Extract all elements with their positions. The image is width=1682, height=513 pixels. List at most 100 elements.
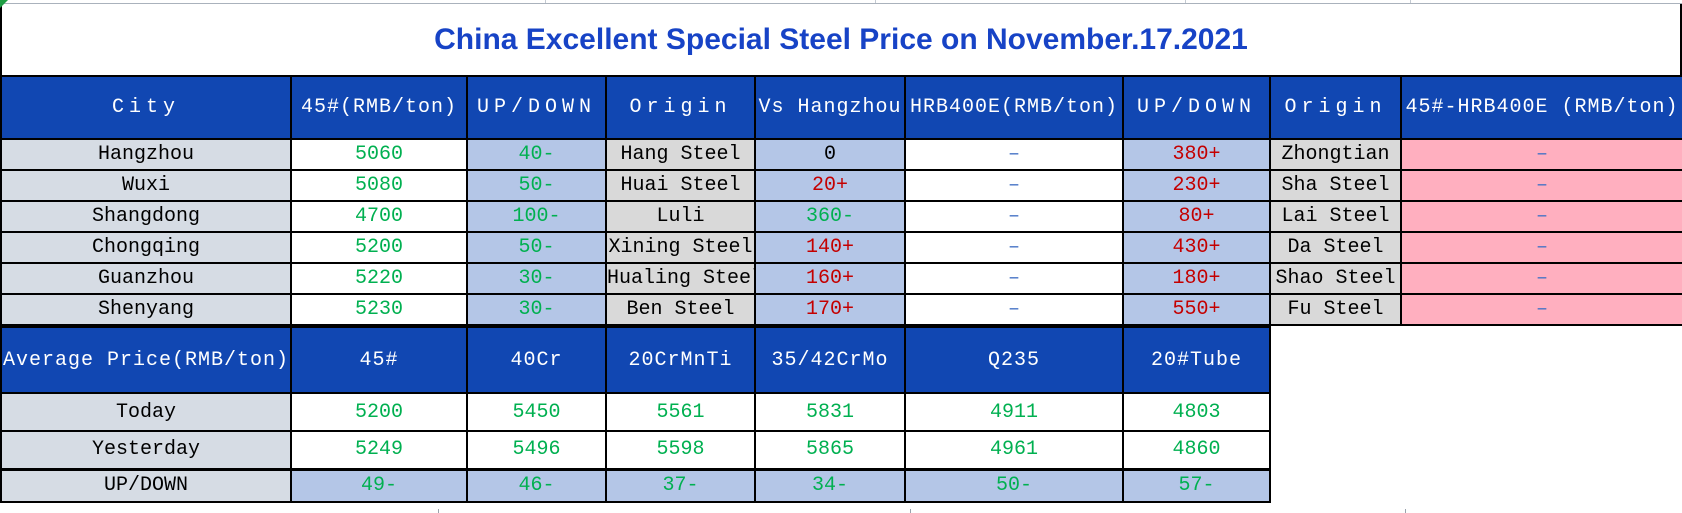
hrb400e-price-cell[interactable]: – [904,293,1124,326]
origin-hrb-cell[interactable]: Lai Steel [1269,200,1402,233]
avg-updown-cell[interactable]: 49- [290,467,468,503]
avg-price-cell[interactable]: 5496 [466,430,607,470]
city-cell[interactable]: Wuxi [0,169,292,202]
row-label-cell[interactable]: UP/DOWN [0,467,292,503]
price-diff-cell[interactable]: – [1400,200,1682,233]
header-grade-q235[interactable]: Q235 [904,326,1124,394]
avg-price-cell[interactable]: 5200 [290,392,468,432]
avg-price-cell[interactable]: 4860 [1122,430,1271,470]
price-45-cell[interactable]: 5230 [290,293,468,326]
updown-hrb-cell[interactable]: 230+ [1122,169,1271,202]
avg-price-cell[interactable]: 4911 [904,392,1124,432]
hrb400e-price-cell[interactable]: – [904,262,1124,295]
origin-45-cell[interactable]: Xining Steel [605,231,756,264]
updown-hrb-cell[interactable]: 180+ [1122,262,1271,295]
updown-45-cell[interactable]: 100- [466,200,607,233]
price-45-cell[interactable]: 5060 [290,138,468,171]
header-average-price[interactable]: Average Price(RMB/ton) [0,326,292,394]
vs-hangzhou-cell[interactable]: 140+ [754,231,906,264]
header-origin-45[interactable]: Origin [605,75,756,140]
header-45-price[interactable]: 45#(RMB/ton) [290,75,468,140]
header-vs-hangzhou[interactable]: Vs Hangzhou [754,75,906,140]
origin-45-cell[interactable]: Hualing Steel [605,262,756,295]
gridline [875,0,876,3]
hrb400e-price-cell[interactable]: – [904,169,1124,202]
origin-45-cell[interactable]: Huai Steel [605,169,756,202]
origin-hrb-cell[interactable]: Da Steel [1269,231,1402,264]
price-diff-cell[interactable]: – [1400,262,1682,295]
avg-price-cell[interactable]: 5450 [466,392,607,432]
header-city[interactable]: City [0,75,292,140]
header-updown-hrb[interactable]: UP/DOWN [1122,75,1271,140]
origin-hrb-cell[interactable]: Zhongtian [1269,138,1402,171]
price-diff-cell[interactable]: – [1400,293,1682,326]
price-45-cell[interactable]: 5080 [290,169,468,202]
price-diff-cell[interactable]: – [1400,231,1682,264]
gridline [438,509,439,513]
city-cell[interactable]: Guanzhou [0,262,292,295]
average-table-header-row: Average Price(RMB/ton) 45# 40Cr 20CrMnTi… [0,326,1271,394]
updown-hrb-cell[interactable]: 430+ [1122,231,1271,264]
city-cell[interactable]: Hangzhou [0,138,292,171]
origin-hrb-cell[interactable]: Fu Steel [1269,293,1402,326]
hrb400e-price-cell[interactable]: – [904,200,1124,233]
header-45-minus-hrb400e[interactable]: 45#-HRB400E (RMB/ton) [1400,75,1682,140]
vs-hangzhou-cell[interactable]: 170+ [754,293,906,326]
city-cell[interactable]: Shenyang [0,293,292,326]
header-hrb400e-price[interactable]: HRB400E(RMB/ton) [904,75,1124,140]
updown-hrb-cell[interactable]: 550+ [1122,293,1271,326]
vs-hangzhou-cell[interactable]: 360- [754,200,906,233]
city-cell[interactable]: Shangdong [0,200,292,233]
updown-45-cell[interactable]: 30- [466,262,607,295]
header-updown-45[interactable]: UP/DOWN [466,75,607,140]
header-grade-45[interactable]: 45# [290,326,468,394]
updown-hrb-cell[interactable]: 80+ [1122,200,1271,233]
selection-corner-triangle-icon [0,0,8,8]
header-grade-3542crmo[interactable]: 35/42CrMo [754,326,906,394]
header-grade-40cr[interactable]: 40Cr [466,326,607,394]
price-45-cell[interactable]: 5220 [290,262,468,295]
city-cell[interactable]: Chongqing [0,231,292,264]
updown-45-cell[interactable]: 50- [466,231,607,264]
updown-45-cell[interactable]: 50- [466,169,607,202]
hrb400e-price-cell[interactable]: – [904,231,1124,264]
price-row-wuxi: Wuxi 5080 50- Huai Steel 20+ – 230+ Sha … [0,169,1682,202]
vs-hangzhou-cell[interactable]: 20+ [754,169,906,202]
avg-price-cell[interactable]: 5831 [754,392,906,432]
vs-hangzhou-cell[interactable]: 160+ [754,262,906,295]
avg-updown-cell[interactable]: 37- [605,467,756,503]
spreadsheet-bottom-gridline [0,509,1682,513]
header-grade-20crmnti[interactable]: 20CrMnTi [605,326,756,394]
origin-45-cell[interactable]: Hang Steel [605,138,756,171]
avg-updown-cell[interactable]: 34- [754,467,906,503]
price-row-shangdong: Shangdong 4700 100- Luli 360- – 80+ Lai … [0,200,1682,233]
header-grade-20tube[interactable]: 20#Tube [1122,326,1271,394]
avg-price-cell[interactable]: 5561 [605,392,756,432]
price-45-cell[interactable]: 4700 [290,200,468,233]
origin-hrb-cell[interactable]: Sha Steel [1269,169,1402,202]
avg-updown-cell[interactable]: 57- [1122,467,1271,503]
updown-hrb-cell[interactable]: 380+ [1122,138,1271,171]
avg-updown-cell[interactable]: 46- [466,467,607,503]
avg-price-cell[interactable]: 5598 [605,430,756,470]
origin-45-cell[interactable]: Luli [605,200,756,233]
avg-price-cell[interactable]: 4803 [1122,392,1271,432]
avg-updown-cell[interactable]: 50- [904,467,1124,503]
row-label-cell[interactable]: Today [0,392,292,432]
avg-price-cell[interactable]: 5865 [754,430,906,470]
price-diff-cell[interactable]: – [1400,169,1682,202]
origin-45-cell[interactable]: Ben Steel [605,293,756,326]
vs-hangzhou-cell[interactable]: 0 [754,138,906,171]
average-row-updown: UP/DOWN 49- 46- 37- 34- 50- 57- [0,467,1271,503]
updown-45-cell[interactable]: 40- [466,138,607,171]
average-row-yesterday: Yesterday 5249 5496 5598 5865 4961 4860 [0,430,1271,470]
row-label-cell[interactable]: Yesterday [0,430,292,470]
origin-hrb-cell[interactable]: Shao Steel [1269,262,1402,295]
hrb400e-price-cell[interactable]: – [904,138,1124,171]
updown-45-cell[interactable]: 30- [466,293,607,326]
price-diff-cell[interactable]: – [1400,138,1682,171]
avg-price-cell[interactable]: 4961 [904,430,1124,470]
header-origin-hrb[interactable]: Origin [1269,75,1402,140]
avg-price-cell[interactable]: 5249 [290,430,468,470]
price-45-cell[interactable]: 5200 [290,231,468,264]
